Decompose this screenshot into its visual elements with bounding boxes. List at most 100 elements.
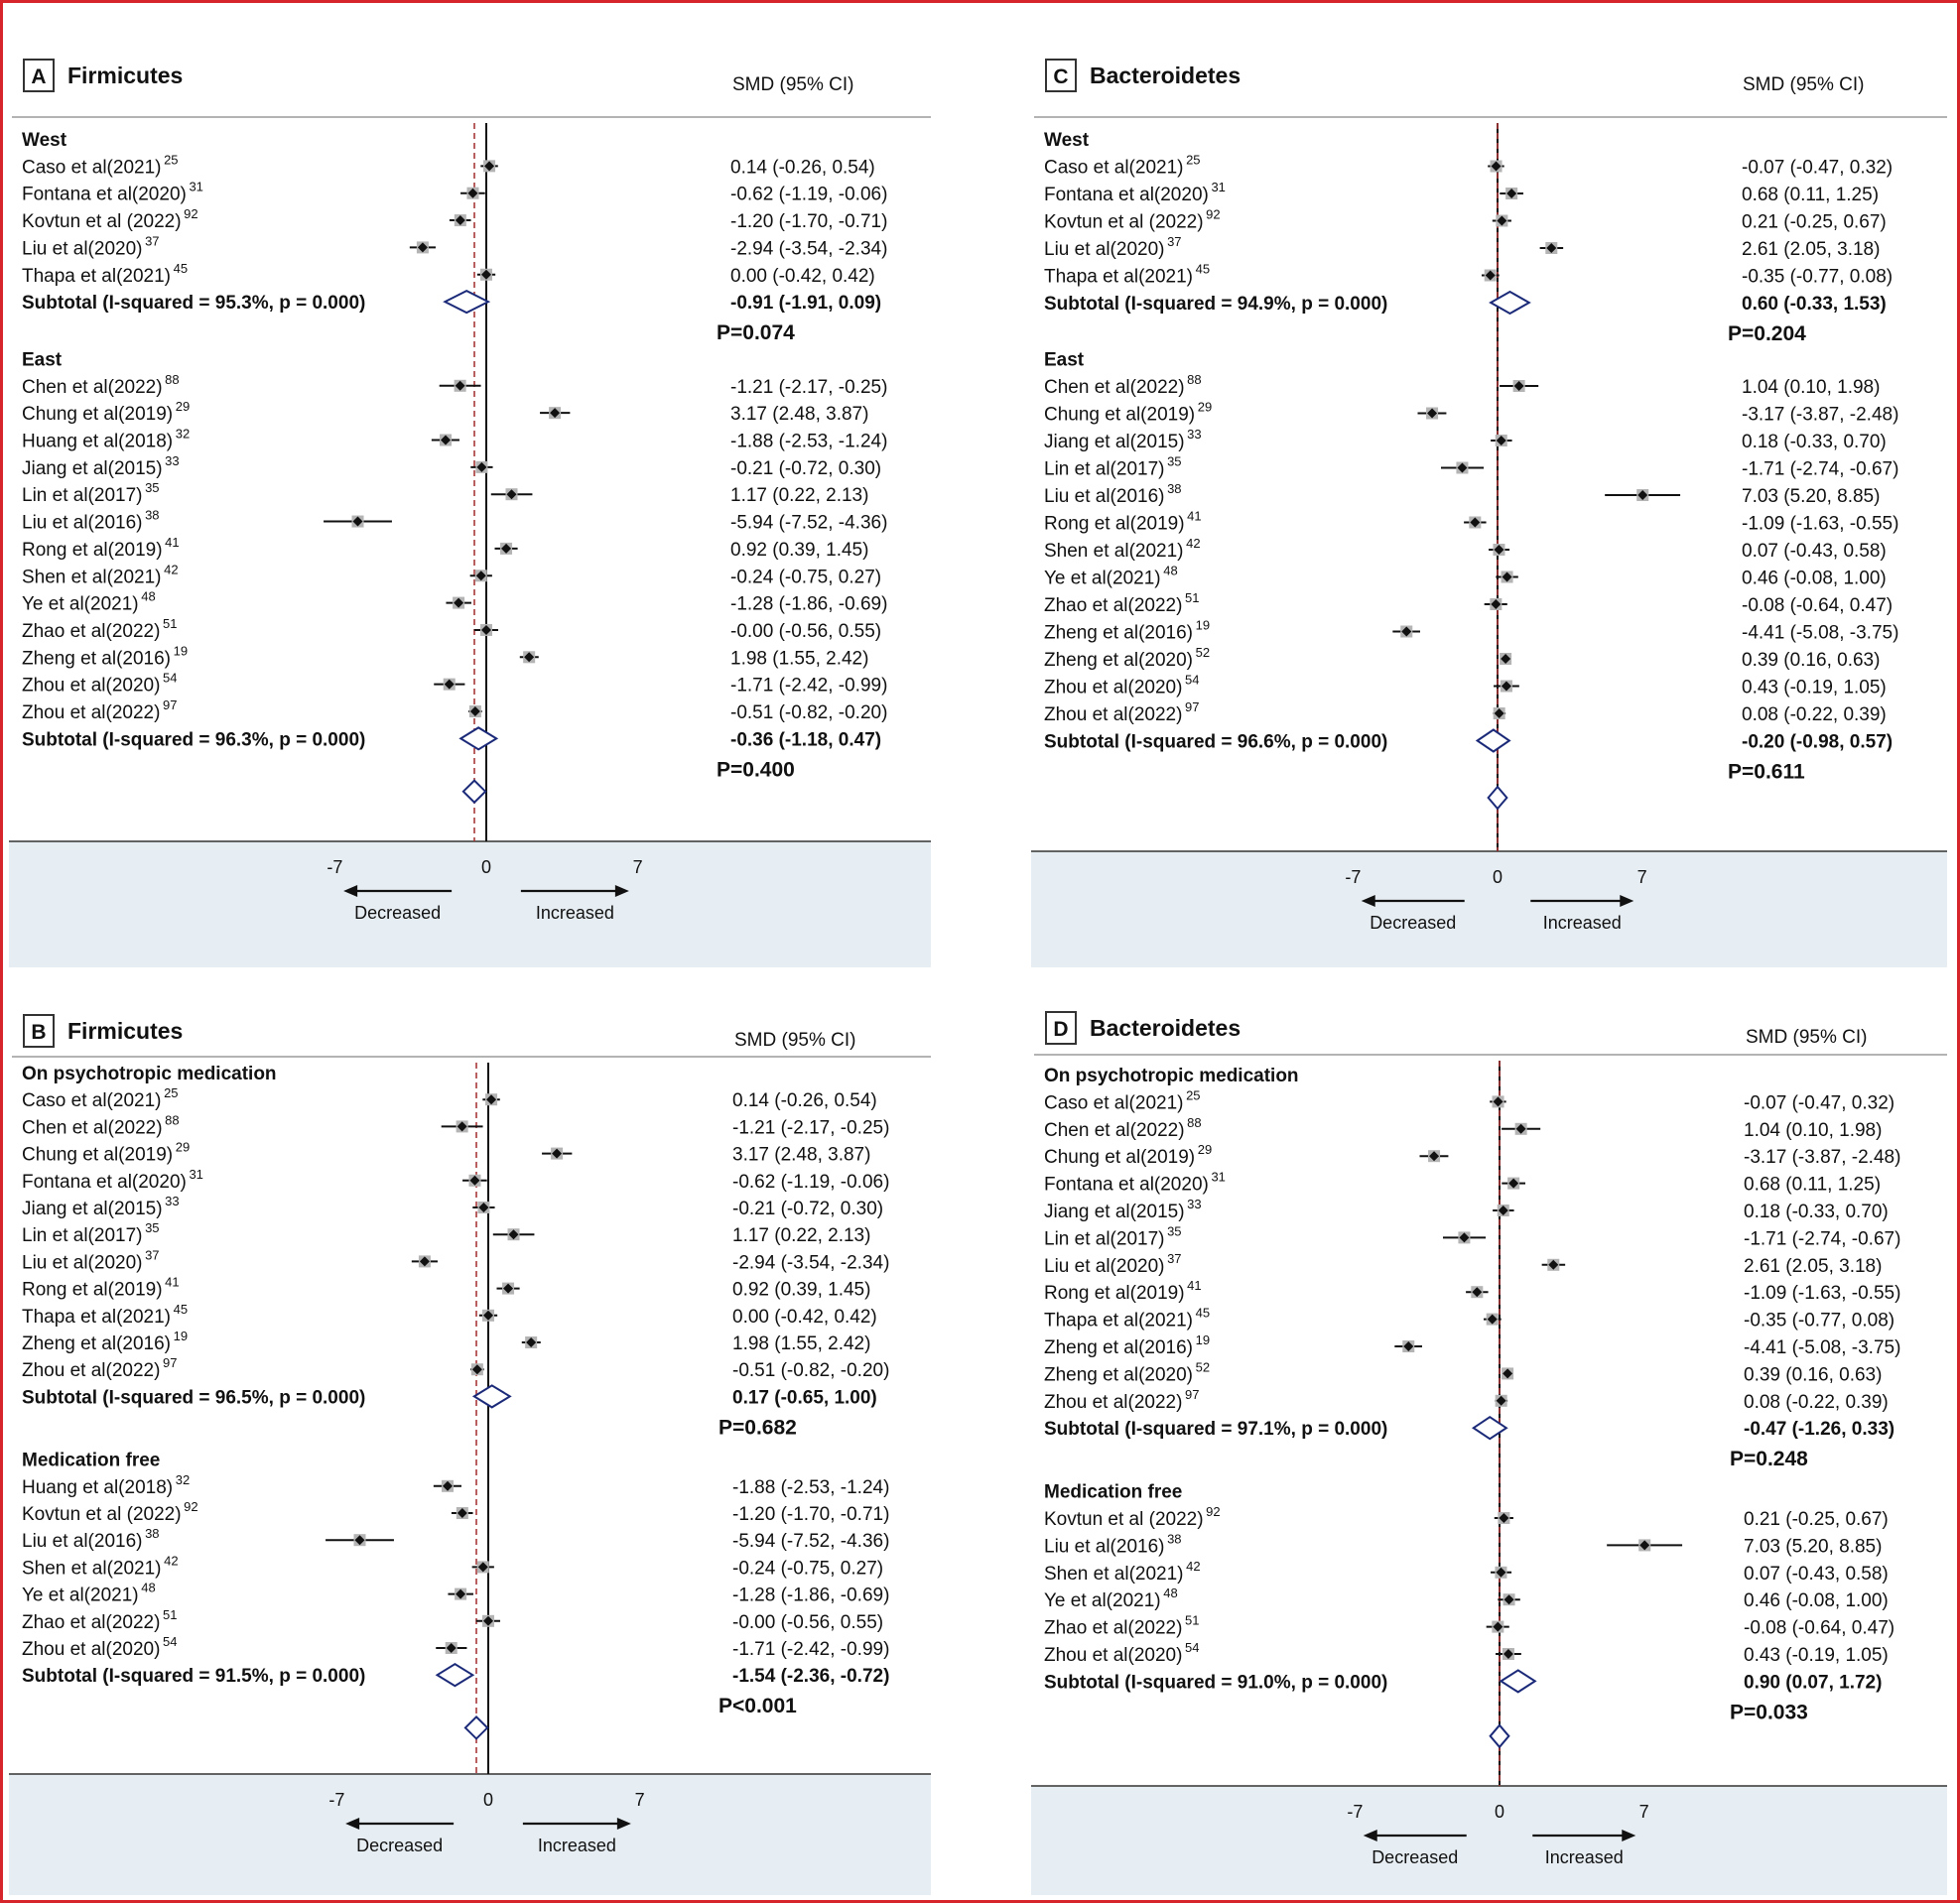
- study-point-estimate: [1472, 1287, 1483, 1298]
- study-smd-ci: -1.28 (-1.86, -0.69): [732, 1586, 889, 1606]
- study-smd-ci: -1.21 (-2.17, -0.25): [730, 377, 887, 398]
- panel-letter: C: [1053, 65, 1068, 88]
- study-point-estimate: [469, 1175, 480, 1186]
- study-label: Chen et al(2022) 88: [22, 1112, 180, 1138]
- study-reference: 92: [182, 206, 198, 221]
- x-tick-label: 7: [1639, 1802, 1649, 1822]
- study-smd-ci: 7.03 (5.20, 8.85): [1742, 486, 1880, 507]
- study-reference: 48: [1161, 564, 1178, 578]
- axis-band: [9, 1774, 931, 1895]
- group-heading: West: [1044, 130, 1090, 151]
- study-reference: 19: [171, 1329, 188, 1343]
- study-label: Shen et al(2021) 42: [1044, 1559, 1201, 1585]
- study-smd-ci: 0.21 (-0.25, 0.67): [1744, 1509, 1889, 1530]
- study-smd-ci: -4.41 (-5.08, -3.75): [1744, 1337, 1900, 1358]
- study-reference: 19: [1193, 618, 1210, 633]
- study-smd-ci: 3.17 (2.48, 3.87): [732, 1145, 870, 1166]
- study-label: Zhou et al(2022) 97: [1044, 1387, 1199, 1413]
- study-reference: 97: [160, 698, 177, 712]
- study-point-estimate: [354, 1535, 365, 1546]
- study-point-estimate: [443, 1480, 454, 1491]
- study-point-estimate: [484, 161, 495, 172]
- subtotal-smd-ci: 0.60 (-0.33, 1.53): [1742, 294, 1887, 315]
- study-smd-ci: -0.08 (-0.64, 0.47): [1744, 1618, 1895, 1639]
- study-point-estimate: [444, 679, 455, 690]
- study-reference: 38: [142, 1526, 159, 1541]
- study-point-estimate: [1459, 1232, 1470, 1243]
- study-label: Caso et al(2021) 25: [22, 1085, 179, 1111]
- group-heading: East: [22, 349, 63, 370]
- study-point-estimate: [1637, 490, 1648, 500]
- study-label: Lin et al(2017) 35: [1044, 454, 1182, 480]
- study-reference: 52: [1193, 645, 1210, 660]
- study-label: Liu et al(2020) 37: [1044, 1251, 1182, 1277]
- group-heading: Medication free: [1044, 1482, 1182, 1503]
- study-point-estimate: [471, 1364, 482, 1375]
- subtotal-label: Subtotal (I-squared = 95.3%, p = 0.000): [22, 293, 365, 314]
- study-label: Huang et al(2018) 32: [22, 1472, 190, 1498]
- study-reference: 54: [1182, 673, 1199, 688]
- study-reference: 97: [1182, 699, 1199, 714]
- study-reference: 51: [160, 1607, 177, 1622]
- study-smd-ci: -1.21 (-2.17, -0.25): [732, 1117, 889, 1138]
- subtotal-diamond: [1489, 290, 1531, 316]
- decreased-label: Decreased: [354, 903, 441, 923]
- study-reference: 31: [1209, 1170, 1226, 1185]
- study-smd-ci: -0.07 (-0.47, 0.32): [1744, 1092, 1895, 1113]
- study-label: Rong et al(2019) 41: [1044, 509, 1202, 535]
- study-point-estimate: [1496, 436, 1506, 445]
- decreased-label: Decreased: [1372, 1847, 1458, 1867]
- study-label: Liu et al(2016) 38: [22, 508, 160, 534]
- study-point-estimate: [481, 624, 491, 635]
- study-smd-ci: 0.21 (-0.25, 0.67): [1742, 212, 1887, 233]
- study-reference: 29: [173, 1140, 190, 1155]
- study-smd-ci: 3.17 (2.48, 3.87): [730, 404, 868, 425]
- study-smd-ci: -0.07 (-0.47, 0.32): [1742, 158, 1893, 179]
- overall-diamond: [461, 779, 487, 805]
- study-smd-ci: 2.61 (2.05, 3.18): [1744, 1256, 1882, 1277]
- panel-title: Bacteroidetes: [1090, 63, 1241, 88]
- study-reference: 51: [160, 616, 177, 631]
- study-smd-ci: 0.46 (-0.08, 1.00): [1744, 1590, 1889, 1611]
- study-smd-ci: -4.41 (-5.08, -3.75): [1742, 623, 1898, 644]
- study-reference: 48: [139, 589, 156, 604]
- forest-panel-d: D Bacteroidetes SMD (95% CI) On psychotropi…: [1031, 1011, 1947, 1895]
- study-reference: 25: [161, 1085, 178, 1100]
- study-label: Zhou et al(2020) 54: [1044, 1640, 1199, 1666]
- increased-label: Increased: [536, 903, 614, 923]
- study-label: Rong et al(2019) 41: [22, 535, 180, 561]
- study-reference: 42: [162, 562, 179, 576]
- overall-diamond: [1489, 1723, 1510, 1749]
- study-label: Chung et al(2019) 29: [22, 1140, 190, 1166]
- study-label: Chen et al(2022) 88: [1044, 372, 1202, 398]
- study-label: Zhou et al(2020) 54: [22, 671, 177, 697]
- study-label: Zheng et al(2016) 19: [1044, 618, 1210, 644]
- study-label: Fontana et al(2020) 31: [1044, 1170, 1226, 1196]
- study-point-estimate: [524, 652, 535, 663]
- study-point-estimate: [550, 408, 561, 419]
- axis-band: [9, 841, 931, 967]
- study-reference: 54: [160, 1634, 177, 1649]
- study-reference: 19: [1193, 1332, 1210, 1347]
- study-point-estimate: [1501, 654, 1511, 664]
- study-point-estimate: [1401, 626, 1412, 637]
- study-reference: 35: [142, 480, 159, 495]
- study-point-estimate: [552, 1148, 563, 1159]
- study-reference: 35: [142, 1220, 159, 1235]
- study-reference: 29: [1195, 1142, 1212, 1157]
- study-smd-ci: 0.14 (-0.26, 0.54): [730, 157, 875, 178]
- study-label: Thapa et al(2021) 45: [1044, 262, 1210, 288]
- study-point-estimate: [475, 571, 486, 581]
- study-label: Liu et al(2020) 37: [22, 1247, 160, 1273]
- decreased-arrow-head: [345, 1818, 360, 1830]
- subtotal-label: Subtotal (I-squared = 96.3%, p = 0.000): [22, 729, 365, 750]
- overall-diamond: [463, 1714, 489, 1740]
- panel-letter: D: [1053, 1018, 1068, 1041]
- x-tick-label: 0: [1495, 1802, 1504, 1822]
- increased-label: Increased: [538, 1836, 616, 1855]
- increased-arrow-head: [616, 1818, 631, 1830]
- study-point-estimate: [446, 1643, 457, 1653]
- study-label: Shen et al(2021) 42: [22, 562, 179, 587]
